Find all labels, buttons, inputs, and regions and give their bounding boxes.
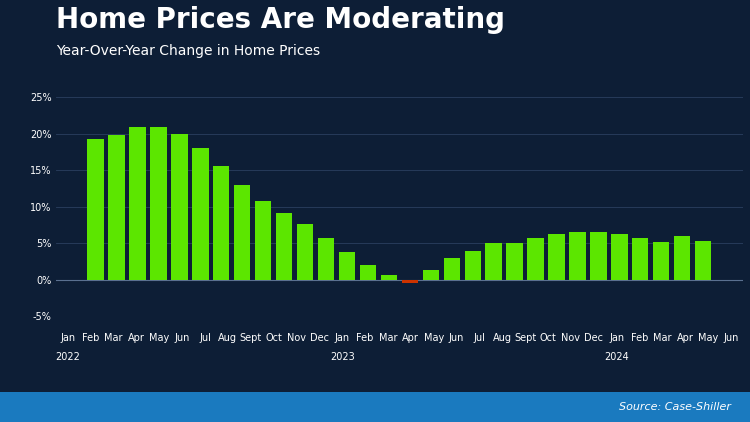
Bar <box>423 271 439 280</box>
Bar <box>192 148 208 280</box>
Bar <box>527 238 544 280</box>
Text: Sept: Sept <box>239 333 262 344</box>
Bar <box>339 252 356 280</box>
Text: Mar: Mar <box>104 333 123 344</box>
Bar <box>402 280 418 283</box>
Bar <box>297 225 314 280</box>
Text: May: May <box>149 333 170 344</box>
Text: Feb: Feb <box>631 333 648 344</box>
Bar <box>443 258 460 280</box>
Bar <box>360 265 376 280</box>
Bar <box>109 135 124 280</box>
Bar <box>171 134 188 280</box>
Text: Oct: Oct <box>540 333 556 344</box>
Bar <box>129 127 146 280</box>
Text: Jan: Jan <box>609 333 624 344</box>
Text: Year-Over-Year Change in Home Prices: Year-Over-Year Change in Home Prices <box>56 44 320 58</box>
Text: May: May <box>424 333 444 344</box>
Text: Aug: Aug <box>493 333 512 344</box>
Text: Feb: Feb <box>82 333 99 344</box>
Text: Source: Case-Shiller: Source: Case-Shiller <box>620 402 731 412</box>
Text: Apr: Apr <box>403 333 419 344</box>
Text: Jun: Jun <box>448 333 464 344</box>
Bar <box>234 185 250 280</box>
Text: Sept: Sept <box>514 333 536 344</box>
Bar <box>318 238 334 280</box>
Bar <box>381 275 397 280</box>
Text: Oct: Oct <box>266 333 282 344</box>
Bar <box>464 251 481 280</box>
Text: Mar: Mar <box>653 333 672 344</box>
Bar <box>485 243 502 280</box>
Text: Apr: Apr <box>128 333 145 344</box>
Text: May: May <box>698 333 718 344</box>
Text: 2022: 2022 <box>56 352 80 362</box>
Bar <box>88 140 104 280</box>
Bar <box>611 234 628 280</box>
Bar <box>150 127 166 280</box>
Bar <box>213 166 230 280</box>
Text: Mar: Mar <box>379 333 398 344</box>
Text: Nov: Nov <box>287 333 306 344</box>
Text: Feb: Feb <box>356 333 374 344</box>
Text: 2023: 2023 <box>330 352 355 362</box>
Text: Dec: Dec <box>310 333 328 344</box>
Bar <box>276 213 292 280</box>
Text: Apr: Apr <box>676 333 694 344</box>
Bar <box>569 233 586 280</box>
Bar <box>255 201 272 280</box>
Text: Jan: Jan <box>334 333 350 344</box>
Bar <box>548 234 565 280</box>
Text: Home Prices Are Moderating: Home Prices Are Moderating <box>56 6 506 34</box>
Text: 2024: 2024 <box>604 352 629 362</box>
Bar <box>506 243 523 280</box>
Text: Jan: Jan <box>60 333 75 344</box>
Bar <box>632 238 649 280</box>
Text: Jul: Jul <box>199 333 211 344</box>
Text: Jun: Jun <box>174 333 190 344</box>
Text: Jun: Jun <box>723 333 739 344</box>
Text: Dec: Dec <box>584 333 603 344</box>
Text: Aug: Aug <box>218 333 237 344</box>
Bar <box>653 242 670 280</box>
Bar <box>590 233 607 280</box>
Text: Nov: Nov <box>562 333 580 344</box>
Bar <box>695 241 711 280</box>
Bar <box>674 236 690 280</box>
Text: Jul: Jul <box>473 333 485 344</box>
